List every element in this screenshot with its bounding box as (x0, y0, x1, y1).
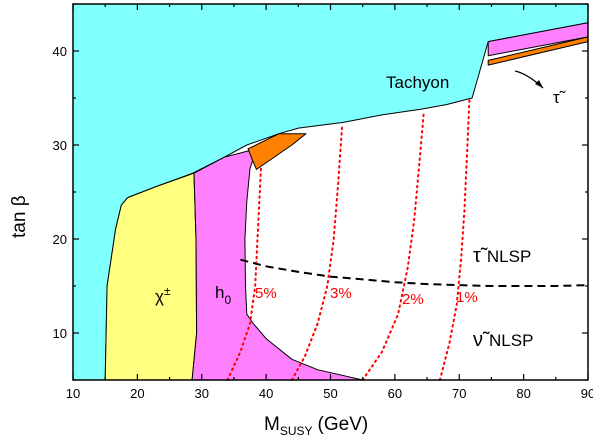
x-tick-label: 80 (516, 386, 530, 401)
y-tick-label: 20 (53, 232, 67, 247)
x-axis-main: M (264, 414, 280, 435)
fine-tuning-contour-3pct (290, 125, 344, 381)
contours-layer: 5% 3% 2% 1% (226, 97, 589, 381)
fine-tuning-contour-2pct (361, 111, 425, 381)
fine-tuning-label-5pct: 5% (255, 285, 277, 302)
higgs-symbol: h (215, 283, 224, 302)
region-higgs (191, 148, 364, 381)
stau-lsp-arrowhead (535, 80, 543, 88)
region-stau-lsp-low (247, 133, 307, 170)
y-tick-label: 30 (53, 138, 67, 153)
higgs-label: h0 (215, 283, 231, 307)
y-tick-label: 40 (53, 44, 67, 59)
labels-layer: Tachyon χ± h0 τ̃ τ̃ NLSP ν̃ NLSP MSUSY (GeV… (9, 70, 566, 438)
x-tick-label: 70 (452, 386, 466, 401)
regions-layer (72, 3, 589, 381)
fine-tuning-contour-1pct (438, 97, 471, 381)
x-tick-label: 50 (323, 386, 337, 401)
y-tick-label: 10 (53, 326, 67, 341)
x-tick-label: 40 (259, 386, 273, 401)
y-axis-main: tan (9, 206, 30, 238)
x-axis-title: MSUSY (GeV) (264, 414, 368, 438)
higgs-subscript: 0 (224, 293, 231, 307)
fine-tuning-label-3pct: 3% (330, 285, 352, 302)
fine-tuning-label-2pct: 2% (402, 291, 424, 308)
fine-tuning-label-1pct: 1% (456, 289, 478, 306)
snu-nlsp-text: NLSP (489, 331, 533, 350)
x-tick-label: 90 (581, 386, 593, 401)
snu-nlsp-label: ν̃ NLSP (473, 329, 533, 351)
y-axis-title: tan β (9, 195, 30, 238)
x-axis-subscript: SUSY (280, 424, 313, 438)
stau-nlsp-text: NLSP (487, 247, 531, 266)
axes-layer: 10 20 30 40 50 60 70 80 90 10 20 30 40 (53, 3, 593, 401)
x-tick-label: 10 (66, 386, 80, 401)
chargino-label: χ± (155, 284, 171, 306)
y-axis-symbol: β (9, 195, 30, 206)
chargino-symbol: χ (155, 287, 164, 306)
x-axis-unit: (GeV) (318, 414, 369, 435)
x-tick-label: 20 (130, 386, 144, 401)
x-tick-label: 30 (195, 386, 209, 401)
chargino-superscript: ± (164, 284, 171, 298)
nlsp-boundary-line (240, 258, 589, 287)
tachyon-label: Tachyon (386, 73, 449, 92)
x-tick-label: 60 (388, 386, 402, 401)
